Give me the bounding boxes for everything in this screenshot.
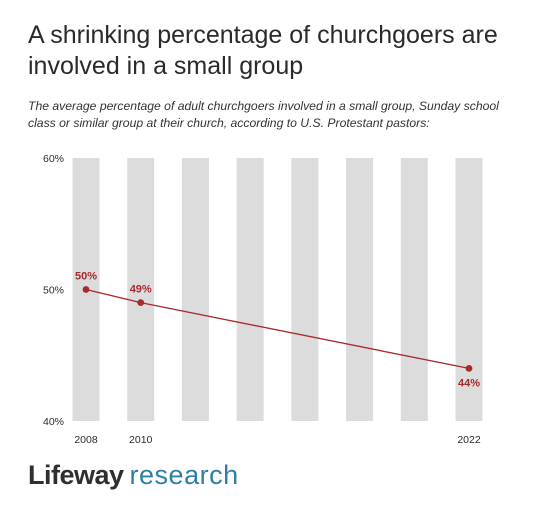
grid-band [346, 158, 374, 421]
x-tick-label: 2008 [74, 434, 98, 446]
chart-title: A shrinking percentage of churchgoers ar… [28, 21, 498, 80]
grid-band [291, 158, 319, 421]
data-point [82, 286, 90, 293]
y-tick-label: 60% [43, 153, 64, 165]
x-axis-ticks: 2008 2010 2022 [74, 434, 481, 446]
x-tick-label: 2022 [457, 434, 481, 446]
grid-bands [72, 158, 483, 421]
grid-band [400, 158, 428, 421]
lifeway-research-logo: Lifeway research [28, 458, 239, 492]
data-labels: 50% 49% 44% [75, 271, 480, 390]
chart-subtitle: The average percentage of adult churchgo… [28, 99, 499, 130]
data-label: 49% [130, 284, 152, 296]
logo-research: research [129, 460, 239, 490]
data-label: 44% [458, 377, 480, 389]
grid-band [455, 158, 483, 421]
grid-band [127, 158, 155, 421]
grid-band [181, 158, 209, 421]
x-tick-label: 2010 [129, 434, 153, 446]
data-label: 50% [75, 271, 97, 283]
data-point [137, 299, 145, 307]
data-point [465, 365, 473, 372]
y-tick-label: 50% [43, 285, 64, 297]
grid-band [236, 158, 264, 421]
y-tick-label: 40% [43, 416, 64, 428]
y-axis-ticks: 40% 50% 60% [43, 153, 64, 428]
logo-brand: Lifeway [28, 460, 124, 490]
data-points [82, 286, 473, 372]
